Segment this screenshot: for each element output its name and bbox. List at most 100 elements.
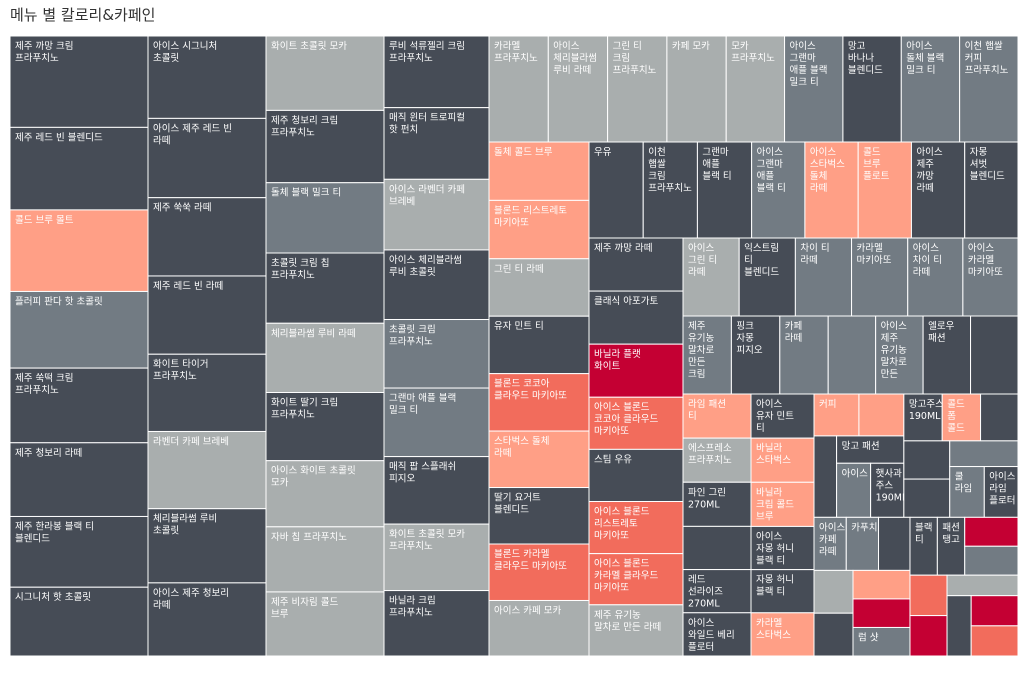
treemap-tile[interactable]: 아이스 제주 청보리 라떼 [147, 582, 267, 657]
treemap-tile[interactable]: 아이스 스타벅스 돌체 라떼 [804, 141, 859, 239]
treemap-tile[interactable]: 핑크 자몽 피지오 [730, 315, 781, 395]
treemap-tile[interactable]: 콜드 폼 콜드 [941, 393, 982, 442]
treemap-tile[interactable] [946, 595, 972, 657]
treemap-tile[interactable] [858, 393, 905, 437]
treemap-tile[interactable]: 아이스 카페 라떼 [813, 516, 847, 571]
treemap-tile[interactable]: 블랙 티 [909, 516, 938, 576]
treemap-tile[interactable]: 카페 모카 [666, 35, 727, 143]
treemap-tile[interactable]: 초콜릿 크림 칩 프라푸치노 [265, 252, 385, 324]
treemap-tile[interactable]: 아이스 체리블라썸 루비 라떼 [547, 35, 609, 143]
treemap-tile[interactable]: 아이스 화이트 초콜릿 모카 [265, 460, 385, 528]
treemap-tile[interactable]: 블론드 리스트레토 마키아또 [488, 199, 590, 260]
treemap-tile[interactable]: 파인 그린 270ML [682, 481, 752, 527]
treemap-tile[interactable] [813, 612, 854, 657]
treemap-tile[interactable]: 바닐라 플랫 화이트 [588, 343, 684, 398]
treemap-tile[interactable] [682, 525, 752, 571]
treemap-tile[interactable]: 아이스 그린 티 라떼 [682, 237, 740, 317]
treemap-tile[interactable] [909, 574, 948, 617]
treemap-tile[interactable] [813, 569, 854, 614]
treemap-tile[interactable]: 화이트 딸기 크림 프라푸치노 [265, 392, 385, 462]
treemap-tile[interactable]: 돌체 블랙 밀크 티 [265, 182, 385, 254]
treemap-tile[interactable]: 화이트 초콜릿 모카 프라푸치노 [383, 523, 490, 592]
treemap-tile[interactable]: 아이스 블론드 코코아 클라우드 마키아또 [588, 396, 684, 450]
treemap-tile[interactable]: 망고주스 190ML [903, 393, 944, 442]
treemap-tile[interactable]: 레드 선라이즈 270ML [682, 569, 752, 614]
treemap-tile[interactable]: 엘로우 패션 [922, 315, 972, 395]
treemap-tile[interactable]: 커피 [813, 393, 860, 437]
treemap-tile[interactable]: 패션 탱고 [936, 516, 966, 576]
treemap-tile[interactable]: 블론드 카라멜 클라우드 마키아또 [488, 543, 590, 601]
treemap-tile[interactable] [827, 315, 877, 395]
treemap-tile[interactable]: 매직 팝 스플래쉬 피지오 [383, 456, 490, 525]
treemap-tile[interactable]: 아이스 제주 유기농 말차로 만든 [875, 315, 924, 395]
treemap-tile[interactable] [964, 516, 1019, 547]
treemap-tile[interactable]: 제주 비자림 콜드 브루 [265, 591, 385, 657]
treemap-tile[interactable]: 라벤더 카페 브레베 [147, 430, 267, 510]
treemap-tile[interactable] [964, 545, 1019, 576]
treemap-tile[interactable]: 아이스 제주 까망 라떼 [910, 141, 966, 239]
treemap-tile[interactable] [903, 440, 951, 480]
treemap-tile[interactable]: 아이스 라벤더 카페 브레베 [383, 178, 490, 251]
treemap-tile[interactable]: 쿨 라임 [949, 466, 985, 518]
treemap-tile[interactable]: 콜드 브루 몰트 [9, 209, 149, 292]
treemap-tile[interactable]: 체리블라썸 루비 초콜릿 [147, 508, 267, 584]
treemap-tile[interactable]: 클래식 아포가토 [588, 290, 684, 345]
treemap-tile[interactable]: 아이스 그랜마 애플 블랙 티 [751, 141, 806, 239]
treemap-tile[interactable]: 카페 라떼 [779, 315, 829, 395]
treemap-tile[interactable]: 체리블라썸 루비 라떼 [265, 322, 385, 393]
treemap-tile[interactable]: 아이스 카페 모카 [488, 599, 590, 657]
treemap-tile[interactable] [813, 435, 838, 518]
treemap-tile[interactable]: 아이스 블론드 리스트레토 마키아또 [588, 501, 684, 555]
treemap-tile[interactable]: 모카 프라푸치노 [725, 35, 786, 143]
treemap-tile[interactable]: 화이트 초콜릿 모카 [265, 35, 385, 111]
treemap-tile[interactable]: 아이스 라임 플로터 [983, 466, 1019, 518]
treemap-tile[interactable]: 자몽 셔벗 블렌디드 [964, 141, 1019, 239]
treemap-tile[interactable] [852, 569, 911, 600]
treemap-tile[interactable]: 딸기 요거트 블렌디드 [488, 487, 590, 545]
treemap-tile[interactable]: 아이스 돌체 블랙 밀크 티 [900, 35, 961, 143]
treemap-tile[interactable]: 제주 청보리 라떼 [9, 442, 149, 517]
treemap-tile[interactable]: 카라멜 프라푸치노 [488, 35, 549, 143]
treemap-tile[interactable]: 아이스 카라멜 마키아또 [962, 237, 1019, 317]
treemap-tile[interactable]: 우유 [588, 141, 644, 239]
treemap-tile[interactable]: 제주 까망 라떼 [588, 237, 684, 292]
treemap-tile[interactable]: 카라멜 마키아또 [851, 237, 909, 317]
treemap-tile[interactable] [909, 615, 948, 657]
treemap-tile[interactable]: 자몽 허니 블랙 티 [750, 569, 815, 614]
treemap-tile[interactable]: 제주 쑥쑥 라떼 [147, 197, 267, 277]
treemap-tile[interactable] [980, 393, 1019, 442]
treemap-tile[interactable]: 아이스 와일드 베리 플로터 [682, 612, 752, 657]
treemap-tile[interactable]: 스팀 우유 [588, 448, 684, 503]
treemap-tile[interactable]: 이천 햅쌀 커피 프라푸치노 [959, 35, 1019, 143]
treemap-tile[interactable]: 바닐라 크림 콜드 브루 [750, 481, 815, 527]
treemap-tile[interactable]: 아이스 시그니처 초콜릿 [147, 35, 267, 119]
treemap-tile[interactable]: 제주 유기농 말차로 만든 라떼 [588, 604, 684, 657]
treemap-tile[interactable]: 제주 까망 크림 프라푸치노 [9, 35, 149, 128]
treemap-tile[interactable]: 루비 석류젤리 크림 프라푸치노 [383, 35, 490, 109]
treemap-tile[interactable]: 플러피 판다 핫 초콜릿 [9, 290, 149, 369]
treemap-tile[interactable]: 이천 햅쌀 크림 프라푸치노 [642, 141, 698, 239]
treemap-tile[interactable] [970, 595, 1019, 627]
treemap-tile[interactable]: 제주 유기농 말차로 만든 크림 [682, 315, 732, 395]
treemap-tile[interactable]: 그랜마 애플 블랙 밀크 티 [383, 387, 490, 458]
treemap-tile[interactable]: 아이스 제주 레드 빈 라떼 [147, 117, 267, 199]
treemap-tile[interactable]: 블론드 코코아 클라우드 마키아또 [488, 373, 590, 432]
treemap-tile[interactable]: 유자 민트 티 [488, 315, 590, 375]
treemap-tile[interactable]: 아이스 자몽 허니 블랙 티 [750, 525, 815, 571]
treemap-tile[interactable]: 아이스 블론드 카라멜 클라우드 마키아또 [588, 553, 684, 606]
treemap-tile[interactable] [903, 478, 951, 518]
treemap-tile[interactable]: 망고 바나나 블렌디드 [842, 35, 902, 143]
treemap-tile[interactable]: 바닐라 크림 프라푸치노 [383, 590, 490, 657]
treemap-tile[interactable]: 제주 레드 빈 블렌디드 [9, 126, 149, 211]
treemap-tile[interactable] [970, 315, 1019, 395]
treemap-tile[interactable]: 그린 티 크림 프라푸치노 [607, 35, 668, 143]
treemap-tile[interactable]: 아이스 차이 티 라떼 [907, 237, 964, 317]
treemap-tile[interactable]: 돌체 콜드 브루 [488, 141, 590, 201]
treemap-tile[interactable]: 아이스 그랜마 애플 블랙 밀크 티 [784, 35, 844, 143]
treemap-tile[interactable]: 럼 샷 [852, 626, 911, 657]
treemap-tile[interactable]: 에스프레소 프라푸치노 [682, 437, 752, 483]
treemap-tile[interactable] [946, 574, 1019, 597]
treemap-tile[interactable]: 화이트 타이거 프라푸치노 [147, 353, 267, 432]
treemap-tile[interactable]: 초콜릿 크림 프라푸치노 [383, 319, 490, 389]
treemap-tile[interactable]: 익스트림 티 블렌디드 [738, 237, 796, 317]
